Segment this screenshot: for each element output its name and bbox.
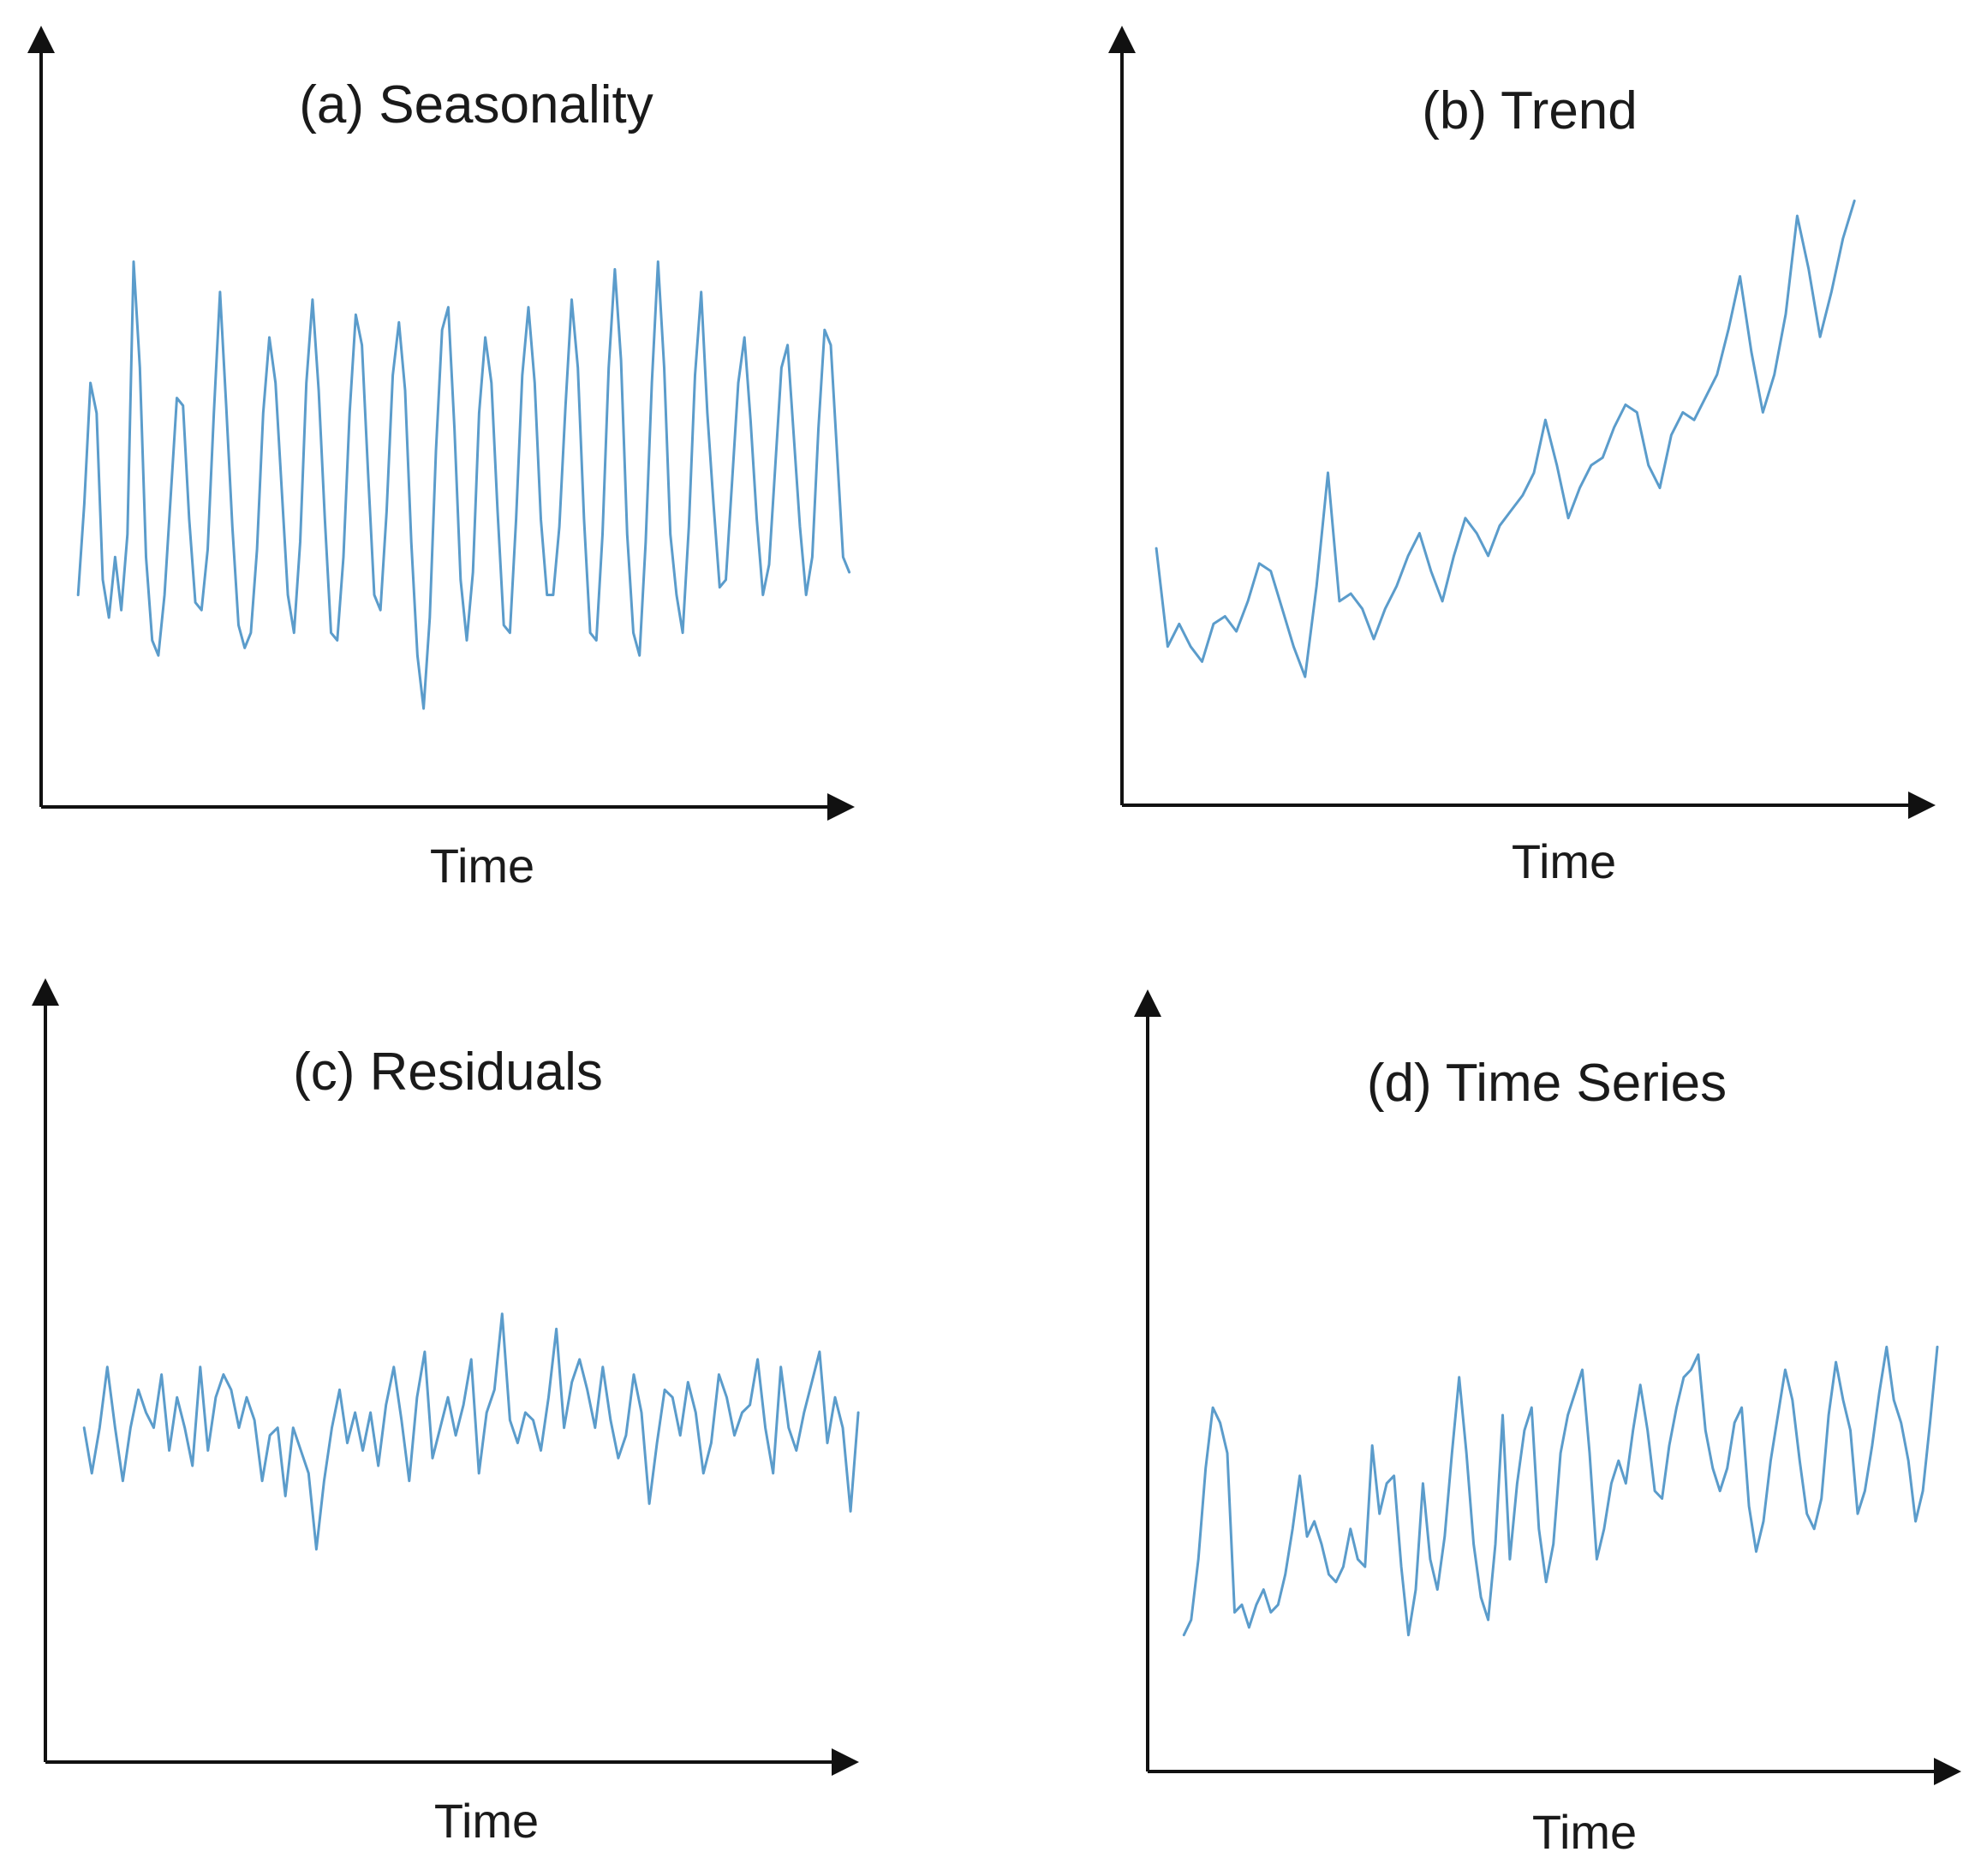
residuals-series-line xyxy=(82,1312,860,1551)
time-series-x-label: Time xyxy=(1532,1805,1637,1859)
trend-title: (b) Trend xyxy=(1422,81,1638,140)
panel-seasonality: (a) Seasonality Time xyxy=(27,26,855,893)
residuals-x-label: Time xyxy=(434,1794,539,1848)
panel-time-series: (d) Time Series Time xyxy=(1134,989,1961,1859)
seasonality-title: (a) Seasonality xyxy=(299,75,653,134)
seasonality-x-label: Time xyxy=(430,839,534,893)
seasonality-series-line xyxy=(76,260,851,710)
seasonality-y-arrow-icon xyxy=(27,26,55,53)
residuals-x-arrow-icon xyxy=(832,1748,859,1776)
seasonality-x-arrow-icon xyxy=(827,793,855,821)
trend-series-line xyxy=(1155,199,1856,678)
time-series-y-arrow-icon xyxy=(1134,989,1161,1017)
residuals-title: (c) Residuals xyxy=(293,1043,603,1102)
panel-trend: (b) Trend Time xyxy=(1108,26,1936,888)
panel-residuals: (c) Residuals Time xyxy=(32,978,860,1848)
trend-x-arrow-icon xyxy=(1908,792,1936,819)
time-series-x-arrow-icon xyxy=(1934,1758,1961,1785)
residuals-y-arrow-icon xyxy=(32,978,59,1006)
time-series-title: (d) Time Series xyxy=(1367,1054,1727,1113)
time-series-series-line xyxy=(1182,1345,1939,1637)
trend-y-arrow-icon xyxy=(1108,26,1136,53)
trend-x-label: Time xyxy=(1512,834,1616,888)
